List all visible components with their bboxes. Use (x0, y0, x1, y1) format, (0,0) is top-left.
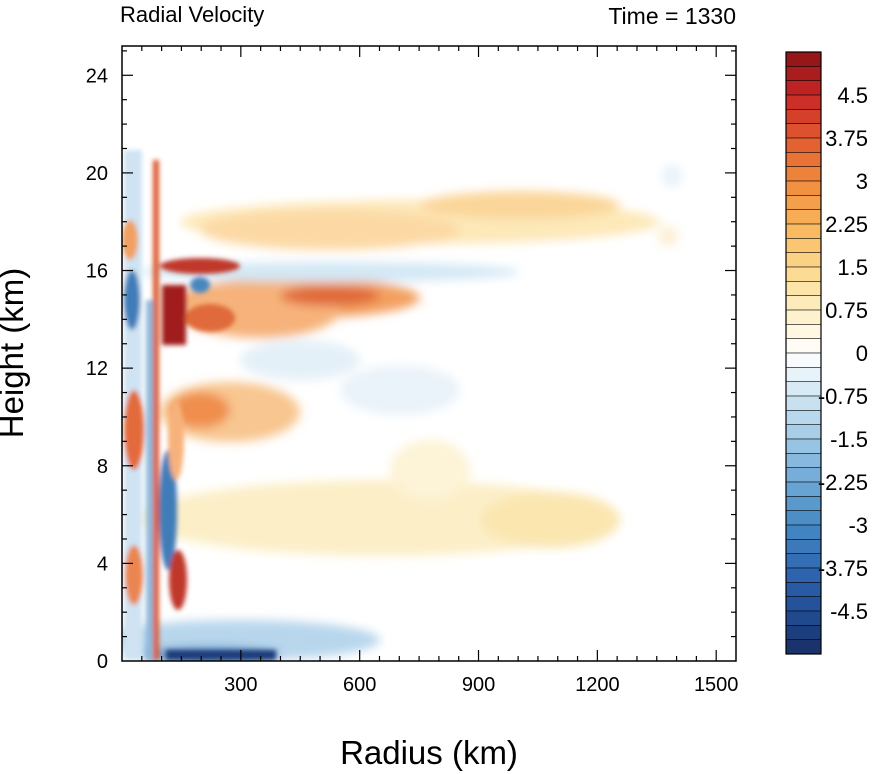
colorbar-bin (785, 324, 822, 340)
colorbar-tick-label: 0 (856, 341, 868, 366)
colorbar-tick-label: 1.5 (837, 255, 868, 280)
colorbar-tick-label: -1.5 (830, 427, 868, 452)
colorbar-bin (785, 109, 822, 125)
colorbar-bin (785, 610, 822, 626)
colorbar-bin (785, 66, 822, 82)
y-tick-label: 20 (86, 163, 108, 185)
colorbar-bin (785, 496, 822, 512)
x-tick-label: 1200 (575, 674, 620, 696)
y-tick-label: 4 (97, 553, 108, 575)
colorbar-bin (785, 152, 822, 168)
colorbar-bin (785, 467, 822, 483)
colorbar-bin (785, 596, 822, 612)
colorbar-bin (785, 510, 822, 526)
colorbar-bin (785, 524, 822, 540)
colorbar-bin (785, 639, 822, 655)
colorbar-bin (785, 438, 822, 454)
colorbar-bin (785, 410, 822, 426)
colorbar-bin (785, 209, 822, 225)
colorbar-bin (785, 123, 822, 139)
colorbar-bin (785, 252, 822, 268)
chart-title-right: Time = 1330 (608, 3, 736, 29)
colorbar-tick-label: 0.75 (825, 298, 868, 323)
chart-title-left: Radial Velocity (120, 2, 264, 27)
y-tick-label: 12 (86, 358, 108, 380)
colorbar-bin (785, 481, 822, 497)
colorbar-tick-label: 2.25 (825, 212, 868, 237)
colorbar-bin (785, 195, 822, 211)
colorbar-bin (785, 395, 822, 411)
colorbar-bin (785, 180, 822, 196)
y-tick-label: 24 (86, 65, 108, 87)
colorbar-bin (785, 625, 822, 641)
colorbar-bin (785, 80, 822, 96)
plot-frame (121, 45, 737, 662)
axes: 300 600 900 1200 1500 0 4 8 12 16 20 24 (86, 45, 739, 696)
colorbar-bin (785, 424, 822, 440)
colorbar-tick-label: -0.75 (818, 384, 868, 409)
colorbar-bin (785, 51, 822, 67)
plot-area (122, 46, 736, 661)
colorbar-tick-label: 4.5 (837, 83, 868, 108)
colorbar-bin (785, 539, 822, 555)
colorbar-bin (785, 295, 822, 311)
colorbar-bin (785, 309, 822, 325)
colorbar-bin (785, 338, 822, 354)
x-tick-label: 900 (462, 674, 495, 696)
colorbar-tick-label: -3 (848, 513, 868, 538)
x-axis-title: Radius (km) (340, 734, 518, 771)
colorbar: 4.5 3.75 3 2.25 1.5 0.75 0 -0.75 -1.5 -2.25 -3 -3.7… (785, 51, 868, 655)
colorbar-bin (785, 266, 822, 282)
y-axis-title: Height (km) (0, 268, 30, 439)
colorbar-bin (785, 166, 822, 182)
colorbar-tick-label: -4.5 (830, 599, 868, 624)
colorbar-bin (785, 223, 822, 239)
colorbar-bin (785, 94, 822, 110)
y-tick-label: 0 (97, 651, 108, 673)
colorbar-bin (785, 281, 822, 297)
colorbar-bin (785, 367, 822, 383)
x-tick-label: 1500 (694, 674, 739, 696)
colorbar-tick-label: 3.75 (825, 126, 868, 151)
colorbar-bin (785, 381, 822, 397)
colorbar-tick-label: -2.25 (818, 470, 868, 495)
colorbar-bin (785, 453, 822, 469)
colorbar-tick-label: -3.75 (818, 556, 868, 581)
colorbar-frame (785, 51, 822, 655)
y-tick-label: 8 (97, 456, 108, 478)
x-tick-label: 300 (224, 674, 257, 696)
heatmap-field (122, 150, 682, 661)
colorbar-bin (785, 582, 822, 598)
colorbar-bin (785, 238, 822, 254)
colorbar-bin (785, 352, 822, 368)
y-tick-label: 16 (86, 261, 108, 283)
colorbar-bin (785, 553, 822, 569)
colorbar-bin (785, 137, 822, 153)
x-tick-label: 600 (343, 674, 376, 696)
colorbar-bin (785, 567, 822, 583)
colorbar-tick-label: 3 (856, 169, 868, 194)
